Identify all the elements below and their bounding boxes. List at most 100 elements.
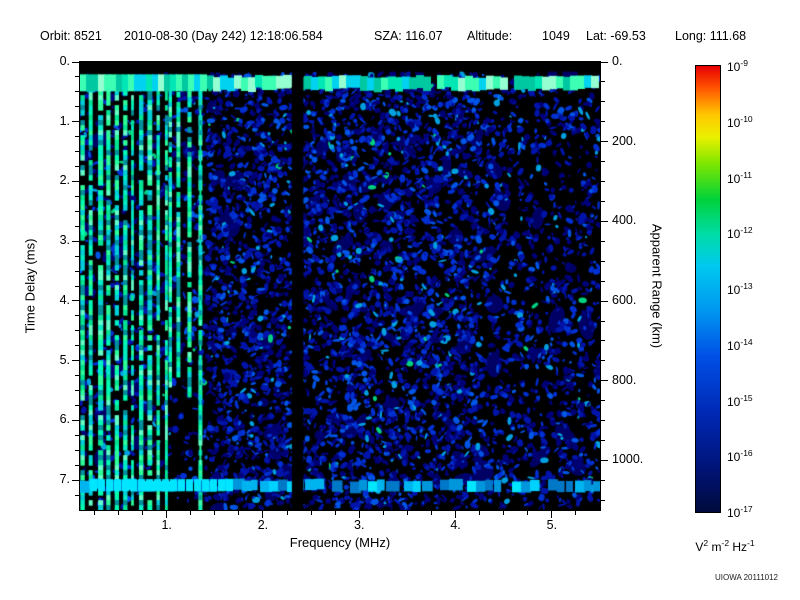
y2-tick-label: 400. [612,213,637,228]
y2-tick-label: 200. [612,133,637,148]
y-minor-tick [75,225,79,227]
y2-tick-label: 600. [612,293,637,308]
y-minor-tick [75,76,79,78]
y2-tick-label: 800. [612,372,637,387]
colorbar [695,65,721,513]
y2-minor-tick [601,420,605,422]
y2-minor-tick [601,360,605,362]
y2-minor-tick [601,121,605,123]
x-tick-label: 2. [257,518,269,532]
y-tick-mark [72,360,79,362]
y-tick-label: 0. [59,54,70,68]
longitude-value: Long: 111.68 [675,29,747,43]
x-minor-tick [334,511,336,515]
colorbar-units-label: V2 m-2 Hz-1 [695,538,755,554]
altitude-value: 1049 [542,29,570,43]
y-minor-tick [75,449,79,451]
y-minor-tick [75,136,79,138]
x-tick-mark [551,511,553,518]
y2-tick-mark [601,220,608,222]
y-tick-label: 5. [59,352,70,367]
y2-minor-tick [601,200,605,202]
y2-tick-mark [601,61,608,63]
colorbar-tick-label: 10-16 [727,448,753,465]
y-minor-tick [75,106,79,108]
colorbar-tick-label: 10-17 [727,504,753,520]
y2-axis-title: Apparent Range (km) [649,223,665,349]
y-minor-tick [75,345,79,347]
x-minor-tick [238,511,240,515]
y-minor-tick [75,315,79,317]
x-minor-tick [93,511,95,515]
x-tick-mark [455,511,457,518]
y2-tick-label: 0. [612,54,623,68]
y2-minor-tick [601,81,605,83]
colorbar-tick-label: 10-11 [727,169,753,186]
y-tick-mark [72,479,79,481]
x-minor-tick [214,511,216,515]
y-minor-tick [75,434,79,436]
y2-tick-mark [601,300,608,302]
orbit-value: Orbit: 8521 [40,29,102,43]
y-minor-tick [75,151,79,153]
y-tick-label: 3. [59,233,70,248]
x-minor-tick [406,511,408,515]
colorbar-tick-label: 10-14 [727,336,753,353]
y2-minor-tick [601,340,605,342]
altitude-label: Altitude: [467,29,513,43]
y-tick-mark [72,61,79,63]
colorbar-tick-label: 10-12 [727,225,753,242]
y-tick-label: 2. [59,173,70,188]
y-minor-tick [75,404,79,406]
x-minor-tick [190,511,192,515]
y-minor-tick [75,166,79,168]
x-minor-tick [503,511,505,515]
credit-text: UIOWA 20111012 [715,573,778,582]
x-axis-title: Frequency (MHz) [289,535,391,550]
x-minor-tick [118,511,120,515]
y2-minor-tick [601,101,605,103]
y-minor-tick [75,390,79,392]
y2-minor-tick [601,440,605,442]
datetime-value: 2010-08-30 (Day 242) 12:18:06.584 [124,29,323,43]
y-minor-tick [75,464,79,466]
y-minor-tick [75,375,79,377]
x-minor-tick [575,511,577,515]
y-tick-label: 4. [59,292,70,307]
y-tick-label: 1. [59,113,70,128]
y-tick-label: 7. [59,472,70,487]
colorbar-tick-label: 10-9 [727,58,748,74]
y-minor-tick [75,210,79,212]
y-tick-mark [72,180,79,182]
y-minor-tick [75,330,79,332]
y-minor-tick [75,285,79,287]
y2-tick-mark [601,141,608,143]
y2-minor-tick [601,479,605,481]
y-minor-tick [75,494,79,496]
y-minor-tick [75,270,79,272]
y-minor-tick [75,91,79,93]
x-tick-mark [358,511,360,518]
latitude-value: Lat: -69.53 [586,29,646,43]
y-minor-tick [75,255,79,257]
y-tick-mark [72,240,79,242]
x-tick-label: 4. [450,518,461,532]
x-minor-tick [310,511,312,515]
x-minor-tick [286,511,288,515]
y-tick-label: 6. [59,412,70,427]
x-tick-mark [166,511,168,518]
y2-minor-tick [601,400,605,402]
x-tick-label: 5. [546,518,558,532]
plot-frame [79,61,601,511]
y2-minor-tick [601,280,605,282]
y2-minor-tick [601,320,605,322]
colorbar-tick-label: 10-10 [727,113,753,130]
spectrogram-canvas [80,62,600,510]
y2-minor-tick [601,499,605,501]
x-tick-label: 1. [161,518,172,532]
y-tick-mark [72,121,79,123]
y2-minor-tick [601,181,605,183]
colorbar-tick-label: 10-15 [727,392,753,409]
x-minor-tick [142,511,144,515]
y2-tick-mark [601,459,608,461]
